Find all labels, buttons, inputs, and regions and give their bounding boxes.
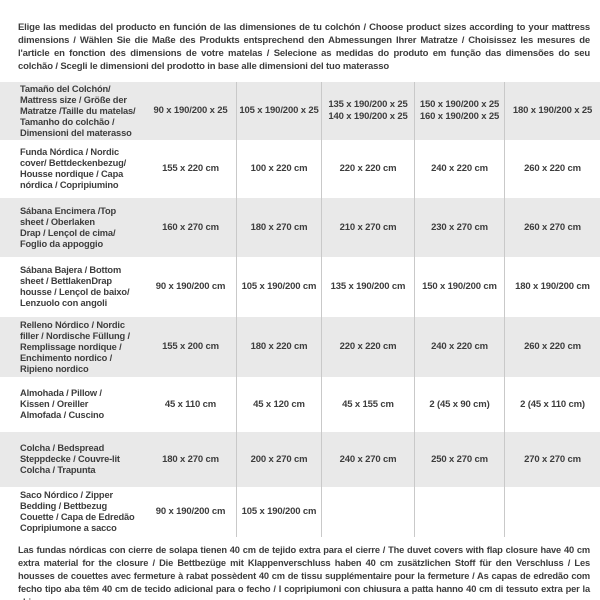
- size-cell: 180 x 220 cm: [237, 317, 322, 377]
- size-cell: 2 (45 x 110 cm): [520, 398, 585, 410]
- size-cell: [415, 487, 505, 537]
- size-cell: 260 x 270 cm: [524, 221, 581, 233]
- size-cell: 260 x 220 cm: [524, 163, 581, 174]
- size-cell: 160 x 270 cm: [145, 198, 237, 257]
- row-label: Sábana Encimera /Top sheet / Oberlaken D…: [20, 205, 117, 249]
- size-cell: 105 x 190/200 cm: [237, 257, 322, 317]
- size-cell: 180 x 270 cm: [237, 198, 322, 257]
- table-row-nordic-cover: Funda Nórdica / Nordic cover/ Bettdecken…: [0, 140, 600, 198]
- row-label: Tamaño del Colchón/ Mattress size / Größ…: [20, 83, 136, 138]
- size-cell: 90 x 190/200 cm: [145, 487, 237, 537]
- size-cell: 155 x 220 cm: [145, 140, 237, 198]
- table-row-bottom-sheet: Sábana Bajera / Bottom sheet / Bettlaken…: [0, 257, 600, 317]
- size-cell: 105 x 190/200 cm: [237, 487, 322, 537]
- size-cell: 260 x 220 cm: [524, 341, 581, 352]
- size-cell: 240 x 270 cm: [322, 432, 415, 487]
- table-row-nordic-filler: Relleno Nórdico / Nordic filler / Nordis…: [0, 317, 600, 377]
- size-cell: 220 x 220 cm: [322, 317, 415, 377]
- row-label: Saco Nórdico / Zipper Bedding / Bettbezu…: [20, 490, 135, 533]
- size-cell: 105 x 190/200 x 25: [237, 82, 322, 140]
- size-cell: 240 x 220 cm: [415, 317, 505, 377]
- row-label: Almohada / Pillow / Kissen / Oreiller Al…: [20, 388, 105, 420]
- row-label: Funda Nórdica / Nordic cover/ Bettdecken…: [20, 147, 127, 190]
- size-cell: 45 x 120 cm: [237, 377, 322, 432]
- row-label: Sábana Bajera / Bottom sheet / Bettlaken…: [20, 265, 130, 308]
- row-label: Relleno Nórdico / Nordic filler / Nordis…: [20, 319, 130, 374]
- size-cell: 90 x 190/200 x 25: [145, 82, 237, 140]
- footnote-text: Las fundas nórdicas con cierre de solapa…: [18, 545, 590, 600]
- size-cell: 45 x 110 cm: [145, 377, 237, 432]
- size-cell: 150 x 190/200 x 25 160 x 190/200 x 25: [415, 82, 505, 140]
- table-row-mattress-size: Tamaño del Colchón/ Mattress size / Größ…: [0, 82, 600, 140]
- size-cell: 135 x 190/200 x 25 140 x 190/200 x 25: [322, 82, 415, 140]
- size-cell: 150 x 190/200 cm: [415, 257, 505, 317]
- table-row-pillow: Almohada / Pillow / Kissen / Oreiller Al…: [0, 377, 600, 432]
- size-cell: [322, 487, 415, 537]
- size-cell: 135 x 190/200 cm: [322, 257, 415, 317]
- size-cell: [505, 487, 600, 537]
- table-row-top-sheet: Sábana Encimera /Top sheet / Oberlaken D…: [0, 198, 600, 257]
- size-cell: 220 x 220 cm: [322, 140, 415, 198]
- size-cell: 180 x 190/200 x 25: [512, 105, 593, 116]
- size-cell: 90 x 190/200 cm: [145, 257, 237, 317]
- intro-text: Elige las medidas del producto en funció…: [18, 22, 590, 72]
- size-cell: 210 x 270 cm: [322, 198, 415, 257]
- row-label: Colcha / Bedspread Steppdecke / Couvre-l…: [20, 443, 120, 475]
- table-row-bedspread: Colcha / Bedspread Steppdecke / Couvre-l…: [0, 432, 600, 487]
- size-cell: 155 x 200 cm: [145, 317, 237, 377]
- size-cell: 180 x 190/200 cm: [515, 281, 590, 292]
- size-table: Tamaño del Colchón/ Mattress size / Größ…: [0, 82, 600, 537]
- size-cell: 250 x 270 cm: [415, 432, 505, 487]
- size-cell: 100 x 220 cm: [237, 140, 322, 198]
- size-cell: 230 x 270 cm: [415, 198, 505, 257]
- size-cell: 240 x 220 cm: [415, 140, 505, 198]
- size-cell: 45 x 155 cm: [322, 377, 415, 432]
- table-row-zipper-bedding: Saco Nórdico / Zipper Bedding / Bettbezu…: [0, 487, 600, 537]
- size-cell: 270 x 270 cm: [524, 453, 581, 465]
- size-cell: 180 x 270 cm: [145, 432, 237, 487]
- size-cell: 200 x 270 cm: [237, 432, 322, 487]
- size-cell: 2 (45 x 90 cm): [415, 377, 505, 432]
